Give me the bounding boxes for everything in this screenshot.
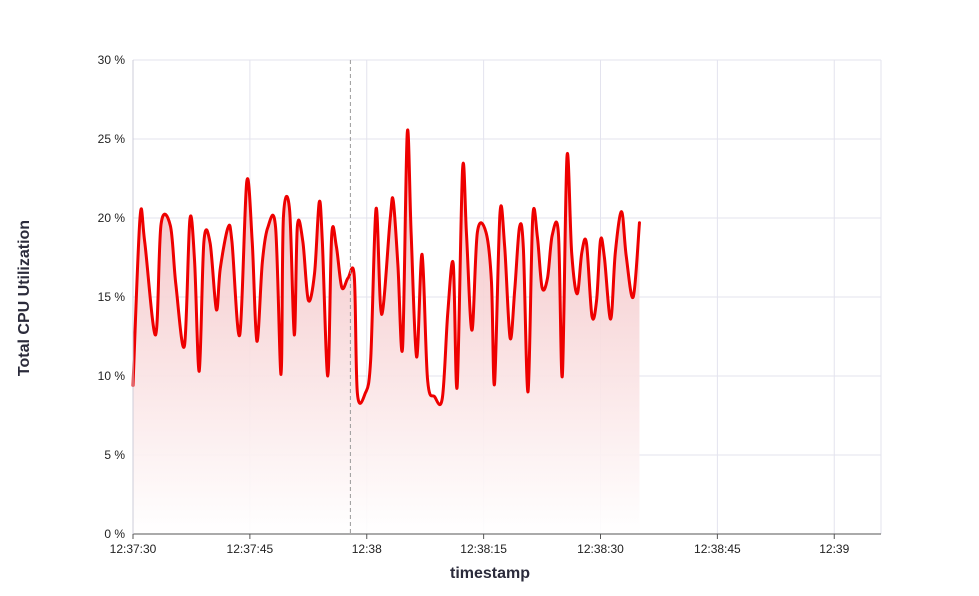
y-tick-label: 0 % [104,527,125,541]
axes: 0 % 5 % 10 % 15 % 20 % 25 % 30 % 12:37:30 12:37:… [98,53,881,556]
x-tick-label: 12:38 [352,542,382,556]
x-axis-title: timestamp [450,565,530,582]
y-tick-label: 15 % [98,290,126,304]
y-tick-label: 30 % [98,53,126,67]
x-tick-label: 12:37:30 [110,542,157,556]
y-tick-label: 5 % [104,448,125,462]
y-axis-title: Total CPU Utilization [16,220,33,376]
y-tick-label: 25 % [98,132,126,146]
x-tick-label: 12:37:45 [227,542,274,556]
y-tick-label: 20 % [98,211,126,225]
x-tick-label: 12:38:45 [694,542,741,556]
area-layer [131,128,641,534]
x-tick-label: 12:39 [819,542,849,556]
x-tick-label: 12:38:30 [577,542,624,556]
x-tick-label: 12:38:15 [460,542,507,556]
series-line [131,128,641,407]
grid [132,59,882,535]
y-tick-label: 10 % [98,369,126,383]
series-area-fill [133,129,640,534]
